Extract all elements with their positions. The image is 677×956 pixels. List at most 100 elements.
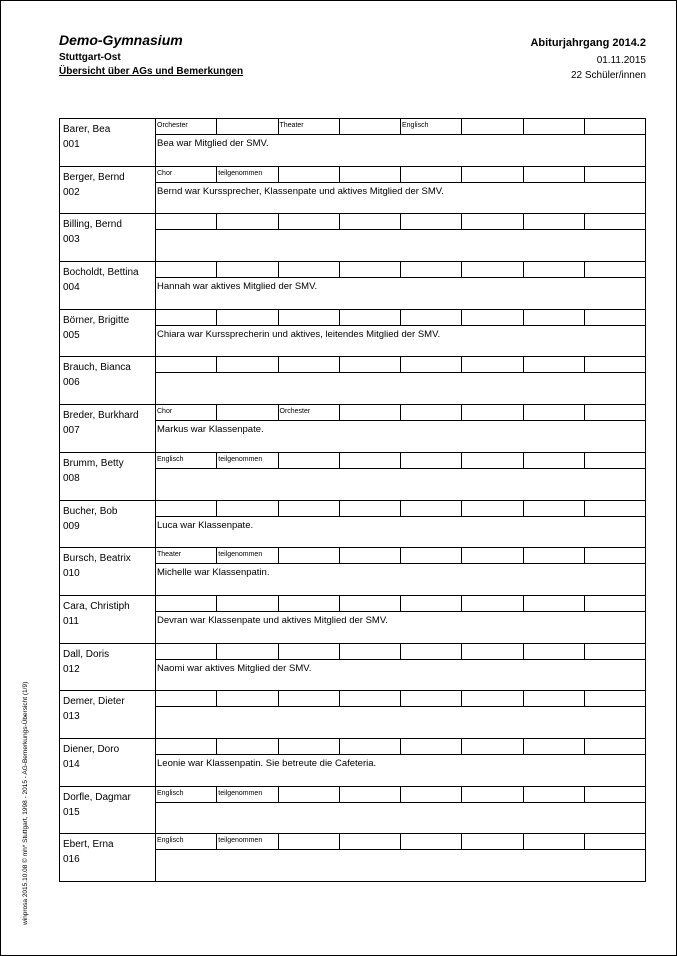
ag-cell xyxy=(524,452,585,468)
student-number: 013 xyxy=(63,711,80,723)
student-cell: Bucher, Bob 009 xyxy=(60,500,156,548)
ag-cells xyxy=(156,214,645,231)
ag-cell xyxy=(401,309,463,325)
ag-cell xyxy=(279,595,340,611)
ag-cell xyxy=(585,357,645,372)
student-name: Dorfle, Dagmar xyxy=(63,791,131,803)
student-name: Brumm, Betty xyxy=(63,457,124,469)
ag-cell xyxy=(401,834,463,850)
ag-cell: Theater xyxy=(156,548,218,564)
remark xyxy=(156,469,645,475)
ag-cell xyxy=(524,691,585,707)
ag-cell xyxy=(156,214,218,230)
student-name: Demer, Dieter xyxy=(63,696,125,708)
ag-cell xyxy=(279,786,340,802)
ag-cell xyxy=(524,166,585,182)
student-name: Ebert, Erna xyxy=(63,839,114,851)
ag-cell xyxy=(340,500,401,516)
student-number: 011 xyxy=(63,615,79,627)
ag-cell xyxy=(462,309,524,325)
remark xyxy=(156,803,645,809)
table-row: Brumm, Betty 008 Englisch teilgenommen xyxy=(60,452,645,501)
ag-cell xyxy=(401,786,463,802)
ag-cell xyxy=(401,691,463,707)
student-cell: Breder, Burkhard 007 xyxy=(60,405,156,452)
remark: Bea war Mitglied der SMV. xyxy=(157,138,269,149)
ag-cell xyxy=(156,643,218,659)
ag-cell xyxy=(585,644,645,659)
ag-cell xyxy=(279,691,340,707)
ag-cell xyxy=(462,643,524,659)
ag-cell xyxy=(217,500,279,516)
ag-cell: Englisch xyxy=(401,119,463,134)
student-name: Billing, Bernd xyxy=(63,219,122,231)
ag-cells xyxy=(156,262,645,279)
table-row: Berger, Bernd 002 Chor teilgenommen Bernd … xyxy=(60,166,645,215)
ag-cells: Englisch teilgenommen xyxy=(156,452,645,469)
ag-cell xyxy=(401,214,463,230)
ag-cell xyxy=(217,405,279,421)
remark xyxy=(156,850,645,856)
student-cell: Diener, Doro 014 xyxy=(60,738,156,786)
remark: Chiara war Kurssprecherin und aktives, l… xyxy=(157,328,441,340)
ag-cell xyxy=(401,643,463,659)
student-number: 006 xyxy=(63,377,80,389)
student-number: 010 xyxy=(63,568,80,580)
ag-cell xyxy=(462,452,524,468)
date-label: 01.11.2015 xyxy=(596,55,646,66)
ag-cell: Chor xyxy=(156,405,218,421)
remark: Luca war Klassenpate. xyxy=(157,519,254,531)
ag-cell xyxy=(279,166,340,182)
ag-cells: Theater teilgenommen xyxy=(156,548,645,565)
ag-cells: Englisch teilgenommen xyxy=(156,786,645,803)
ag-cell xyxy=(585,787,645,802)
student-name: Brauch, Bianca xyxy=(63,362,131,374)
student-number: 016 xyxy=(63,854,80,866)
ag-cell xyxy=(156,500,218,516)
table-row: Barer, Bea 001 Orchester Theater Englisch B… xyxy=(60,119,645,167)
ag-cell xyxy=(217,309,279,325)
ag-cell xyxy=(524,262,585,278)
table-row: Dall, Doris 012 Naomi war aktives Mitglie… xyxy=(60,643,645,692)
ag-cell xyxy=(401,452,463,468)
student-cell: Dall, Doris 012 xyxy=(60,643,156,691)
ag-cell xyxy=(401,405,463,421)
ag-cell: teilgenommen xyxy=(217,452,279,468)
ag-cell xyxy=(401,595,463,611)
ag-cell xyxy=(462,548,524,564)
ag-cell xyxy=(462,119,524,134)
ag-cell xyxy=(462,214,524,230)
ag-cell xyxy=(585,167,645,182)
student-cell: Cara, Christiph 011 xyxy=(60,595,156,643)
ag-cell xyxy=(279,738,340,754)
table-row: Ebert, Erna 016 Englisch teilgenommen xyxy=(60,834,645,882)
student-cell: Brumm, Betty 008 xyxy=(60,452,156,500)
table-row: Diener, Doro 014 Leonie war Klassenpatin.… xyxy=(60,738,645,787)
ag-cell xyxy=(279,214,340,230)
ag-cell xyxy=(462,738,524,754)
ag-cell xyxy=(462,595,524,611)
student-number: 001 xyxy=(63,139,80,150)
student-cell: Bocholdt, Bettina 004 xyxy=(60,262,156,309)
ag-cell xyxy=(217,738,279,754)
ag-cell xyxy=(585,214,645,229)
remark: Devran war Klassenpate und aktives Mitgl… xyxy=(157,614,388,626)
student-cell: Brauch, Bianca 006 xyxy=(60,357,156,405)
ag-cells: Englisch teilgenommen xyxy=(156,834,645,851)
table-row: Bocholdt, Bettina 004 Hannah war aktives … xyxy=(60,262,645,310)
ag-cell xyxy=(401,548,463,564)
ag-cell: teilgenommen xyxy=(217,166,279,182)
student-cell: Börner, Brigitte 005 xyxy=(60,309,156,357)
remark: Hannah war aktives Mitglied der SMV. xyxy=(157,281,318,293)
table-row: Billing, Bernd 003 xyxy=(60,214,645,263)
ag-cell xyxy=(524,119,585,134)
school-name: Demo-Gymnasium xyxy=(59,32,183,48)
student-count: 22 Schüler/innen xyxy=(570,70,646,81)
ag-cells: Orchester Theater Englisch xyxy=(156,119,645,135)
ag-cell xyxy=(524,786,585,802)
table-row: Breder, Burkhard 007 Chor Orchester Markus… xyxy=(60,405,645,453)
ag-cell xyxy=(401,166,463,182)
student-number: 008 xyxy=(63,472,80,484)
student-number: 004 xyxy=(63,282,80,294)
table-row: Cara, Christiph 011 Devran war Klassenpat… xyxy=(60,595,645,644)
